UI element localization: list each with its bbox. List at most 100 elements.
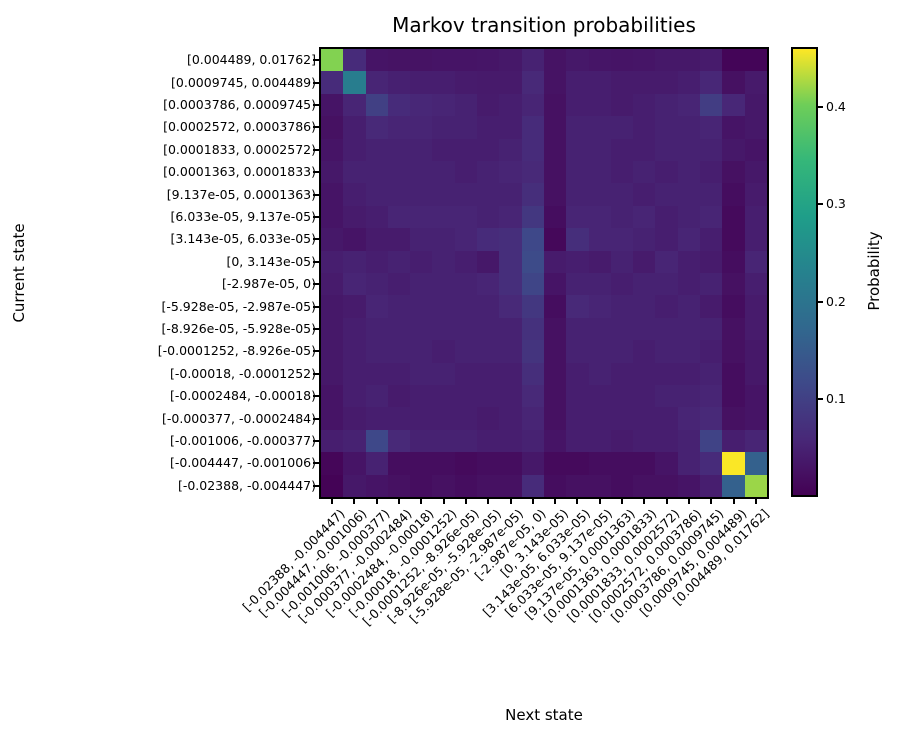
heatmap-cell [677, 71, 701, 94]
heatmap-cell [610, 384, 634, 408]
x-tick-mark [420, 497, 423, 504]
heatmap-cell [722, 49, 745, 72]
heatmap-cell [655, 116, 678, 139]
heatmap-cell [432, 228, 455, 251]
heatmap-cell [655, 362, 678, 385]
heatmap-cell [454, 429, 478, 453]
heatmap-cell [677, 228, 701, 251]
heatmap-cell [543, 317, 567, 341]
x-tick-mark [487, 497, 490, 504]
heatmap-cell [677, 295, 701, 318]
heatmap-cell [432, 317, 455, 341]
heatmap-cell [655, 183, 678, 206]
heatmap-cell [722, 93, 745, 117]
heatmap-cell [655, 228, 678, 251]
heatmap-cell [722, 429, 745, 453]
heatmap-cell [321, 384, 344, 408]
x-tick-mark [732, 497, 735, 504]
heatmap-cell [365, 340, 388, 363]
y-tick-label: [-0.0001252, -8.926e-05) [157, 343, 316, 359]
heatmap-cell [365, 474, 388, 497]
x-tick-mark [665, 497, 668, 504]
heatmap-cell [610, 116, 634, 139]
y-tick-label: [-0.004447, -0.001006) [169, 455, 316, 471]
heatmap-cell [633, 317, 656, 341]
heatmap-cell [521, 205, 544, 229]
heatmap-cell [588, 384, 611, 408]
heatmap-cell [343, 250, 366, 273]
heatmap-cell [343, 452, 366, 475]
heatmap-cell [410, 250, 433, 273]
heatmap-cell [610, 429, 634, 453]
y-tick-mark [313, 126, 321, 129]
colorbar-gradient [793, 49, 816, 495]
heatmap-cell [387, 295, 411, 318]
heatmap-cell [744, 160, 767, 184]
heatmap-cell [677, 429, 701, 453]
heatmap-cell [744, 93, 767, 117]
heatmap-cell [343, 93, 366, 117]
heatmap-cell [410, 384, 433, 408]
heatmap-cell [521, 116, 544, 139]
heatmap-cell [432, 49, 455, 72]
heatmap-cell [499, 452, 522, 475]
y-tick-label: [0.0002572, 0.0003786) [163, 119, 316, 135]
heatmap-cell [610, 228, 634, 251]
heatmap-cell [677, 138, 701, 161]
heatmap-cell [633, 272, 656, 296]
heatmap-cell [677, 116, 701, 139]
heatmap-cell [343, 340, 366, 363]
y-tick-mark [313, 328, 321, 330]
heatmap-cell [387, 272, 411, 296]
heatmap-cell [543, 183, 567, 206]
heatmap-cell [566, 116, 589, 139]
y-tick-mark [313, 417, 321, 420]
heatmap-cell [365, 272, 388, 296]
x-tick-mark [398, 497, 401, 504]
heatmap-cell [700, 295, 723, 318]
heatmap-cell [633, 407, 656, 430]
heatmap-cell [610, 362, 634, 385]
heatmap-cell [499, 272, 522, 296]
heatmap-cell [387, 250, 411, 273]
heatmap-cell [677, 49, 701, 72]
heatmap-cell [365, 429, 388, 453]
heatmap-cell [655, 272, 678, 296]
heatmap-cell [722, 160, 745, 184]
heatmap-cell [588, 362, 611, 385]
heatmap-cell [700, 183, 723, 206]
heatmap-cell [343, 116, 366, 139]
heatmap-cell [410, 429, 433, 453]
heatmap-cell [543, 93, 567, 117]
heatmap-cell [566, 138, 589, 161]
heatmap-cell [454, 160, 478, 184]
heatmap-cell [321, 205, 344, 229]
heatmap-cell [477, 474, 500, 497]
y-axis-label: Current state [10, 223, 28, 323]
heatmap-cell [566, 295, 589, 318]
heatmap-cell [655, 71, 678, 94]
heatmap-cell [321, 160, 344, 184]
heatmap-cell [321, 474, 344, 497]
heatmap-cell [410, 340, 433, 363]
heatmap-cell [633, 474, 656, 497]
y-tick-label: [-0.000377, -0.0002484) [162, 410, 316, 426]
heatmap-cell [655, 384, 678, 408]
heatmap-cell [744, 205, 767, 229]
heatmap-cell [588, 183, 611, 206]
heatmap-cell [543, 116, 567, 139]
y-tick-label: [-5.928e-05, -2.987e-05) [161, 298, 316, 314]
heatmap-cell [700, 116, 723, 139]
heatmap-cell [477, 362, 500, 385]
heatmap-cell [633, 384, 656, 408]
heatmap-cell [722, 116, 745, 139]
heatmap [321, 49, 767, 497]
x-tick-mark [754, 497, 757, 504]
heatmap-cell [677, 317, 701, 341]
heatmap-cell [744, 49, 767, 72]
y-tick-mark [313, 440, 321, 442]
heatmap-cell [744, 183, 767, 206]
heatmap-cell [432, 295, 455, 318]
heatmap-cell [343, 407, 366, 430]
heatmap-cell [410, 228, 433, 251]
